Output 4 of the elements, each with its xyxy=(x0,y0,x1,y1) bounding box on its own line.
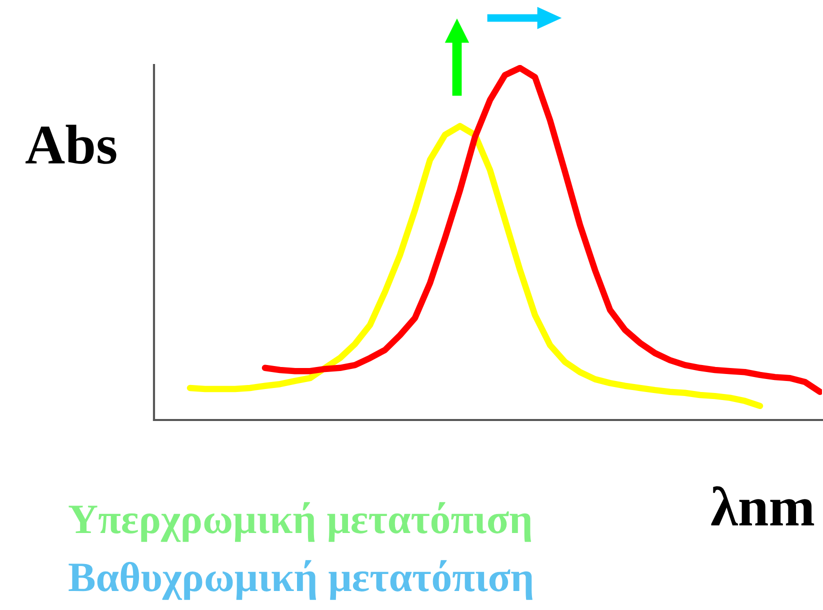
text: Υπερχρωμική μετατόπιση xyxy=(68,502,531,542)
x-axis-title: λnm xyxy=(711,486,814,526)
y-axis-title: Abs xyxy=(26,124,116,164)
text: Βαθυχρωμική μετατόπιση xyxy=(68,560,532,600)
